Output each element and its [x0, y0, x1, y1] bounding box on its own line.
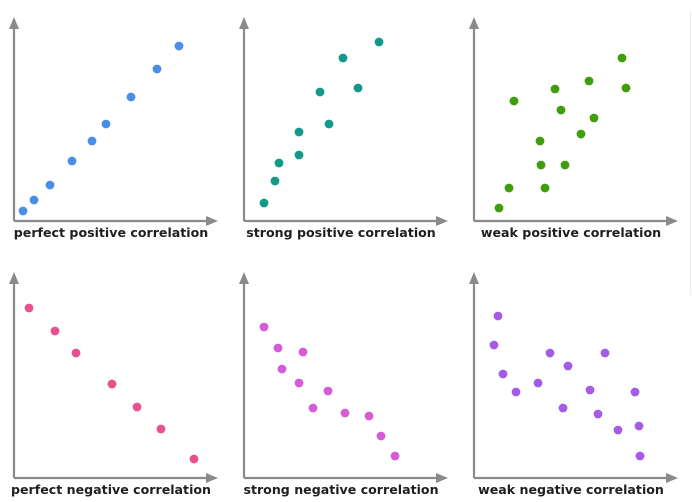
y-axis-arrow-icon	[469, 272, 479, 284]
x-axis-arrow-icon	[206, 216, 218, 226]
panel-title: strong negative correlation	[243, 482, 438, 497]
data-point	[50, 326, 60, 336]
data-point	[364, 411, 374, 421]
scatter-panel-1: perfect positive correlation	[9, 17, 218, 240]
data-point	[71, 348, 81, 358]
data-point	[340, 408, 350, 418]
data-point	[156, 424, 166, 434]
data-point	[324, 119, 334, 129]
scatter-panel-4: perfect negative correlation	[9, 272, 218, 497]
data-point	[621, 83, 631, 93]
data-point	[489, 340, 499, 350]
data-point	[353, 83, 363, 93]
data-point	[277, 364, 287, 374]
data-point	[584, 76, 594, 86]
data-point	[390, 451, 400, 461]
data-point	[494, 203, 504, 213]
scatter-panel-2: strong positive correlation	[239, 17, 448, 240]
data-point	[634, 421, 644, 431]
data-point	[550, 84, 560, 94]
scatter-panel-6: weak negative correlation	[469, 272, 678, 497]
x-axis-arrow-icon	[206, 473, 218, 483]
data-point	[270, 176, 280, 186]
data-point	[87, 136, 97, 146]
data-point	[259, 322, 269, 332]
panel-title: weak negative correlation	[478, 482, 664, 497]
data-point	[298, 347, 308, 357]
data-point	[535, 136, 545, 146]
data-point	[259, 198, 269, 208]
y-axis-arrow-icon	[239, 17, 249, 29]
data-point	[273, 343, 283, 353]
data-point	[338, 53, 348, 63]
data-point	[374, 37, 384, 47]
data-point	[308, 403, 318, 413]
data-point	[511, 387, 521, 397]
data-point	[576, 129, 586, 139]
data-point	[585, 385, 595, 395]
data-point	[323, 386, 333, 396]
data-point	[126, 92, 136, 102]
x-axis-arrow-icon	[666, 216, 678, 226]
x-axis-arrow-icon	[436, 473, 448, 483]
data-point	[630, 387, 640, 397]
data-point	[498, 369, 508, 379]
data-point	[174, 41, 184, 51]
y-axis-arrow-icon	[9, 17, 19, 29]
data-point	[593, 409, 603, 419]
panel-title: perfect negative correlation	[11, 482, 211, 497]
panel-title: perfect positive correlation	[14, 225, 208, 240]
data-point	[558, 403, 568, 413]
panel-title: weak positive correlation	[481, 225, 661, 240]
scatter-panel-3: weak positive correlation	[469, 17, 678, 240]
y-axis-arrow-icon	[469, 17, 479, 29]
data-point	[589, 113, 599, 123]
data-point	[67, 156, 77, 166]
data-point	[556, 105, 566, 115]
data-point	[45, 180, 55, 190]
data-point	[545, 348, 555, 358]
data-point	[294, 150, 304, 160]
data-point	[509, 96, 519, 106]
x-axis-arrow-icon	[666, 473, 678, 483]
y-axis-arrow-icon	[239, 272, 249, 284]
data-point	[613, 425, 623, 435]
data-point	[101, 119, 111, 129]
data-point	[536, 160, 546, 170]
data-point	[376, 431, 386, 441]
panel-title: strong positive correlation	[246, 225, 436, 240]
x-axis-arrow-icon	[436, 216, 448, 226]
data-point	[132, 402, 142, 412]
data-point	[294, 127, 304, 137]
data-point	[315, 87, 325, 97]
data-point	[563, 361, 573, 371]
data-point	[635, 451, 645, 461]
data-point	[493, 311, 503, 321]
data-point	[504, 183, 514, 193]
data-point	[560, 160, 570, 170]
data-point	[152, 64, 162, 74]
data-point	[533, 378, 543, 388]
y-axis-arrow-icon	[9, 272, 19, 284]
data-point	[107, 379, 117, 389]
data-point	[274, 158, 284, 168]
edge-divider	[690, 10, 691, 295]
data-point	[24, 303, 34, 313]
data-point	[600, 348, 610, 358]
data-point	[29, 195, 39, 205]
data-point	[18, 206, 28, 216]
scatter-panel-5: strong negative correlation	[239, 272, 448, 497]
data-point	[294, 378, 304, 388]
data-point	[617, 53, 627, 63]
data-point	[189, 454, 199, 464]
data-point	[540, 183, 550, 193]
